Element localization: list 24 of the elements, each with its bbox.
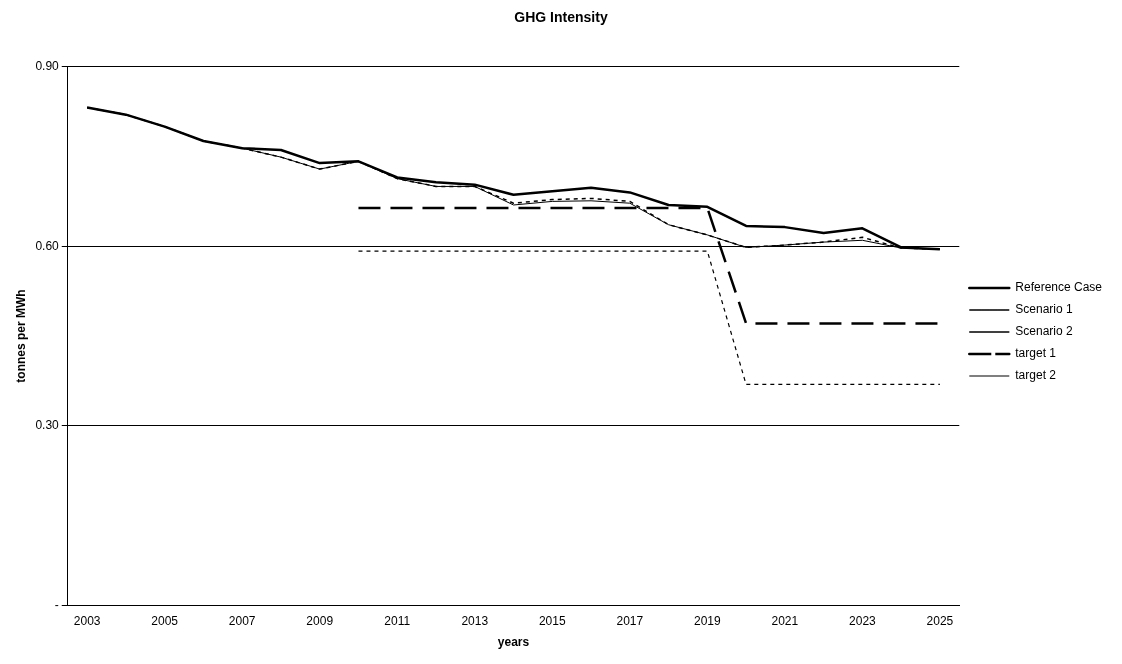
- x-tick-label: 2015: [538, 613, 566, 628]
- x-tick-label: 2013: [461, 613, 489, 628]
- y-tick-label: 0.60: [35, 238, 60, 253]
- x-tick-label: 2023: [849, 613, 877, 628]
- x-tick-label: 2003: [73, 613, 101, 628]
- x-tick-label: 2005: [151, 613, 179, 628]
- y-axis-title: tonnes per MWh: [13, 289, 28, 383]
- legend-label: Scenario 2: [1015, 324, 1073, 339]
- x-tick-label: 2025: [926, 613, 954, 628]
- x-tick-label: 2011: [384, 613, 411, 628]
- x-tick-label: 2021: [771, 613, 799, 628]
- legend-label: target 2: [1015, 368, 1057, 383]
- x-tick-label: 2007: [228, 613, 256, 628]
- legend-label: Scenario 1: [1015, 302, 1073, 317]
- x-tick-label: 2019: [693, 613, 721, 628]
- x-axis-title: years: [497, 635, 530, 650]
- y-tick-label: 0.30: [35, 418, 60, 433]
- legend-label: Reference Case: [1015, 280, 1103, 295]
- y-tick-label: 0.90: [35, 59, 60, 74]
- y-tick-label: -: [54, 597, 59, 612]
- x-tick-label: 2009: [306, 613, 334, 628]
- x-tick-label: 2017: [616, 613, 644, 628]
- chart-title: GHG Intensity: [514, 9, 608, 26]
- legend-label: target 1: [1015, 346, 1057, 361]
